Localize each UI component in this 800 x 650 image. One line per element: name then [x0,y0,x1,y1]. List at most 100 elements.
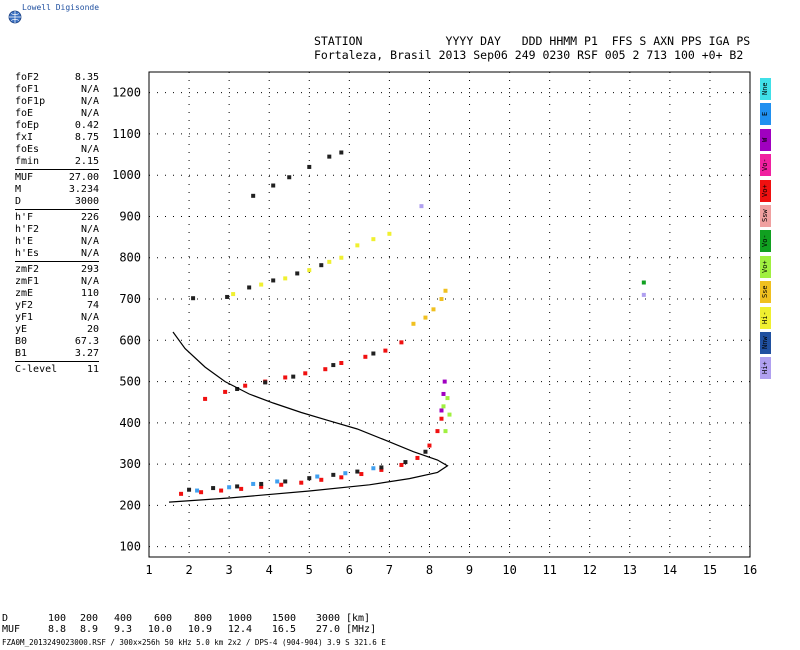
param-label: fmin [15,156,40,167]
legend-label: Vo- [761,235,769,248]
data-point [371,466,376,471]
table-unit: [km] [346,613,371,624]
legend-item: Vo+ [760,179,771,202]
legend-label: Vo+ [761,260,769,274]
data-point [271,278,276,283]
param-row: fxI 8.75 [15,132,99,144]
footer-info: FZA0M_2013249023000.RSF / 300x×256h 50 k… [2,638,386,647]
data-point [291,374,296,379]
y-tick-label: 200 [119,498,141,512]
x-tick-label: 11 [542,563,556,577]
legend-label: Ssw [761,209,769,223]
param-row: h'F2 N/A [15,224,99,236]
logo-text: Lowell Digisonde [22,3,100,12]
param-value: 0.42 [74,120,99,131]
data-point [439,297,444,302]
data-point [331,363,336,368]
y-tick-label: 1000 [112,168,141,182]
param-row: M 3.234 [15,184,99,196]
plot-frame [148,71,751,558]
table-cell: 10.9 [187,624,212,635]
data-point [299,480,304,485]
legend-label: Hi- [761,311,769,324]
param-label: h'E [15,236,34,247]
data-point [179,491,184,496]
legend-label: W [761,137,769,142]
param-label: h'F [15,212,34,223]
param-value: N/A [80,248,99,259]
ionogram-chart: 1 2 3 4 5 6 7 8 9 10 11 12 13 14 15 1610020030040050060… [112,71,757,577]
param-label: yE [15,324,28,335]
param-row: foEs N/A [15,144,99,156]
param-row: h'Es N/A [15,248,99,260]
param-row: fmin 2.15 [15,156,99,168]
data-point [441,391,446,396]
param-row: B1 3.27 [15,348,99,360]
data-point [191,296,196,301]
legend-label: Sse [761,285,769,299]
table-cell: 800 [193,613,212,624]
y-tick-label: 1200 [112,86,141,100]
data-point [235,484,240,489]
x-tick-label: 4 [266,563,273,577]
table-cell: 12.4 [227,624,252,635]
x-tick-label: 3 [226,563,233,577]
data-point [319,263,324,268]
data-point [223,389,228,394]
param-value: 8.75 [74,132,99,143]
y-tick-label: 400 [119,416,141,430]
param-value: 74 [86,300,99,311]
table-cell: 8.9 [79,624,98,635]
param-row: B0 67.3 [15,336,99,348]
data-point [641,280,646,285]
table-cell: 27.0 [315,624,340,635]
data-point [211,486,216,491]
data-point [275,479,280,484]
param-row: h'E N/A [15,236,99,248]
data-point [383,348,388,353]
legend-item: Nne [760,78,771,100]
data-point [203,396,208,401]
data-point [339,255,344,260]
data-point [423,449,428,454]
param-value: 11 [86,364,99,375]
data-point [641,292,646,297]
param-value: N/A [80,276,99,287]
data-point [227,485,232,490]
x-tick-label: 10 [502,563,516,577]
param-label: MUF [15,172,34,183]
param-row: yF2 74 [15,300,99,312]
header-line-2: Fortaleza, Brasil 2013 Sep06 249 0230 RS… [314,48,744,62]
param-row: yE 20 [15,324,99,336]
table-cell: 400 [113,613,132,624]
x-tick-label: 9 [466,563,473,577]
data-point [371,237,376,242]
data-point [443,288,448,293]
table-cell: 3000 [315,613,340,624]
data-point [303,371,308,376]
param-row: MUF 27.00 [15,172,99,184]
param-value: N/A [80,312,99,323]
legend-item: Vo- [760,154,771,177]
data-point [447,412,452,417]
table-cell: 100 [47,613,66,624]
param-value: N/A [80,96,99,107]
x-tick-label: 14 [663,563,677,577]
data-point [243,383,248,388]
table-cell: 8.8 [47,624,66,635]
legend-item: Vo- [760,230,771,253]
data-point [307,164,312,169]
param-label: h'Es [15,248,40,259]
param-separator [15,209,99,210]
y-tick-label: 900 [119,209,141,223]
data-point [283,375,288,380]
param-value: N/A [80,236,99,247]
table-cell: 10.0 [147,624,172,635]
data-point [195,488,200,493]
data-point [219,488,224,493]
data-point [251,193,256,198]
table-cell: 1500 [271,613,296,624]
data-point [315,474,320,479]
param-row: zmF2 293 [15,264,99,276]
data-point [235,387,240,392]
